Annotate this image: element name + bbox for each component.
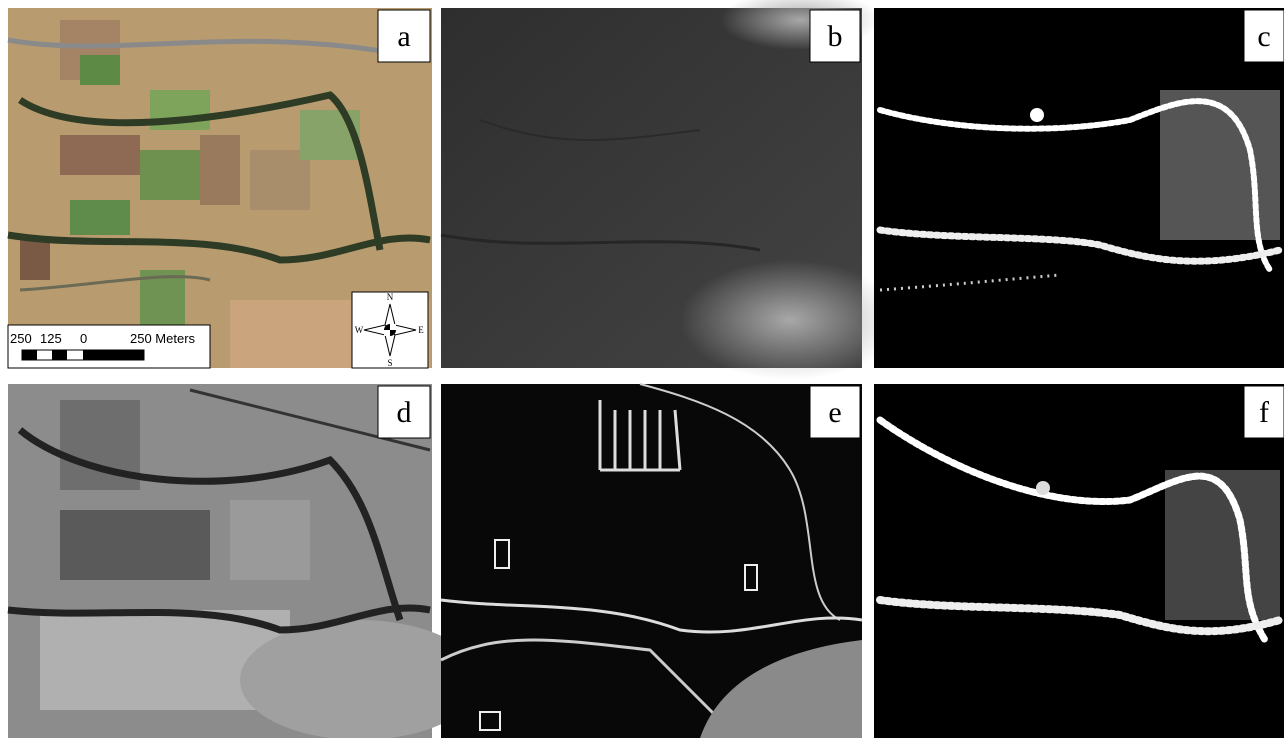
panel-label: e [828, 396, 841, 429]
scale-label: 125 [40, 331, 62, 346]
compass: N S E W [352, 292, 428, 368]
panel-label: a [397, 20, 410, 53]
panel-f [874, 384, 1284, 738]
scale-label: 250 [10, 331, 32, 346]
compass-n: N [387, 292, 394, 302]
panel-e [441, 384, 862, 738]
scale-label: 250 Meters [130, 331, 196, 346]
scale-bar: 250 125 0 250 Meters [8, 325, 210, 368]
panel-label: b [828, 20, 843, 53]
compass-e: E [418, 325, 424, 335]
scale-label: 0 [80, 331, 87, 346]
figure: a b c d e f 250 125 0 250 Meters N S E W [0, 0, 1284, 738]
panel-label: c [1257, 20, 1270, 53]
compass-s: S [387, 358, 392, 368]
panel-label: f [1259, 396, 1269, 429]
compass-w: W [355, 325, 364, 335]
panel-label: d [397, 396, 412, 429]
panel-c [874, 8, 1284, 368]
